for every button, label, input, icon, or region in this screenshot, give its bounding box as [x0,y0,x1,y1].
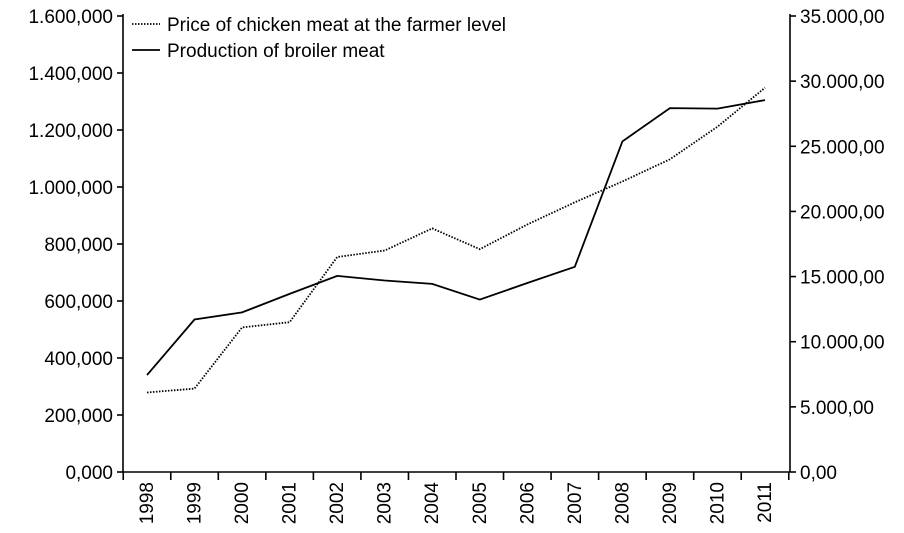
right-y-tick-label: 35.000,00 [800,7,885,28]
x-tick-label: 2009 [660,482,681,524]
x-tick-label: 2010 [707,482,728,524]
series-line-price [146,87,766,394]
right-y-tick-label: 0,00 [800,463,837,484]
legend-label-price: Price of chicken meat at the farmer leve… [167,15,506,36]
x-tick-label: 2000 [232,482,253,524]
left-y-ticks: 0,000 200,000 400,000 600,000 800,000 1.000,0… [28,7,123,484]
x-tick-label: 2001 [280,482,301,524]
right-y-tick-label: 5.000,00 [800,398,874,419]
x-ticks: 1998 1999 2000 2001 2002 2003 2004 2005 2006 2007… [122,472,790,525]
x-tick-label: 2002 [327,482,348,524]
left-y-tick-label: 400,000 [44,349,113,370]
right-y-tick-label: 10.000,00 [800,333,885,354]
right-y-tick-label: 15.000,00 [800,268,885,289]
left-y-tick-label: 1.000,000 [28,178,113,199]
x-tick-label: 1999 [185,482,206,524]
x-tick-label: 2008 [612,482,633,524]
legend: Price of chicken meat at the farmer leve… [132,15,506,62]
x-tick-label: 2011 [755,482,776,523]
x-tick-label: 2004 [422,482,443,525]
left-y-tick-label: 800,000 [44,235,113,256]
x-tick-label: 2006 [517,482,538,524]
right-y-ticks: 0,00 5.000,00 10.000,00 15.000,00 20.000,00 2… [790,7,885,484]
legend-label-production: Production of broiler meat [167,41,385,62]
axes [122,14,791,473]
x-tick-label: 2005 [470,482,491,524]
right-y-tick-label: 25.000,00 [800,137,885,158]
series-layer [146,87,766,394]
left-y-tick-label: 600,000 [44,292,113,313]
left-y-tick-label: 1.200,000 [28,121,113,142]
left-y-tick-label: 1.600,000 [28,7,113,28]
x-tick-label: 1998 [137,482,158,524]
x-tick-label: 2007 [565,482,586,524]
series-line-production [146,99,766,376]
x-tick-label: 2003 [375,482,396,524]
right-y-tick-label: 20.000,00 [800,202,885,223]
left-y-tick-label: 0,000 [65,463,113,484]
left-y-tick-label: 1.400,000 [28,64,113,85]
right-y-tick-label: 30.000,00 [800,72,885,93]
left-y-tick-label: 200,000 [44,406,113,427]
